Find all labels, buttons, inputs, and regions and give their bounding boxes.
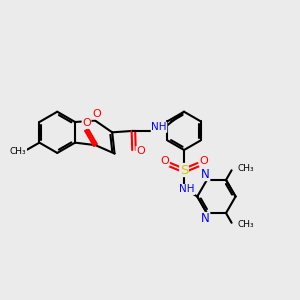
Text: NH: NH — [179, 184, 195, 194]
Text: O: O — [200, 156, 208, 166]
Text: N: N — [201, 168, 210, 181]
Text: S: S — [180, 164, 188, 176]
Text: O: O — [92, 109, 101, 119]
Text: N: N — [201, 212, 210, 226]
Text: O: O — [160, 156, 169, 166]
Text: CH₃: CH₃ — [238, 220, 254, 229]
Text: NH: NH — [151, 122, 167, 132]
Text: O: O — [82, 118, 91, 128]
Text: CH₃: CH₃ — [10, 147, 26, 156]
Text: O: O — [136, 146, 145, 157]
Text: CH₃: CH₃ — [238, 164, 254, 173]
